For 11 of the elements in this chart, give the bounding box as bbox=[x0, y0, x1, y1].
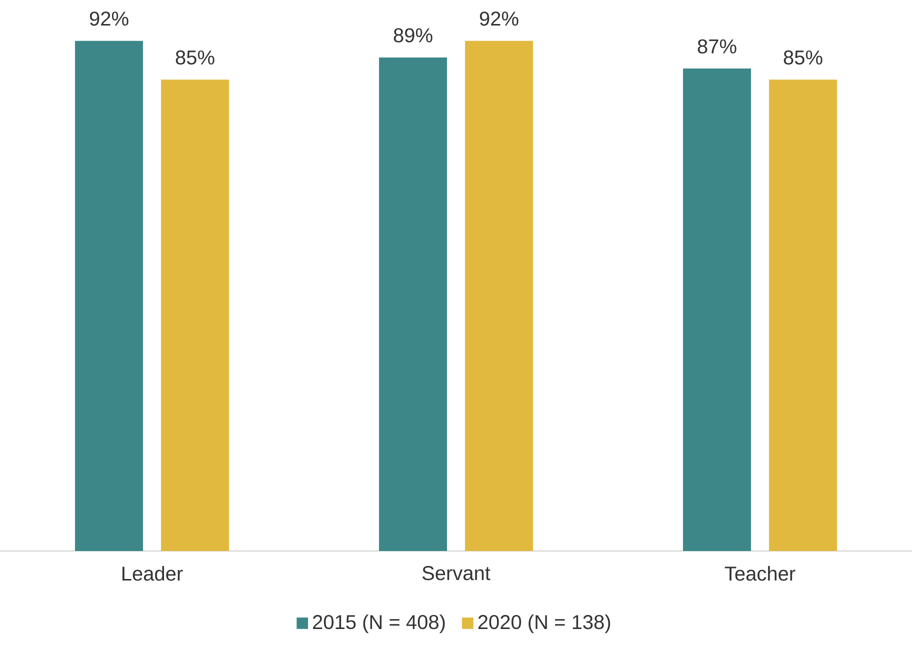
data-label: 89% bbox=[394, 28, 432, 42]
data-label: 87% bbox=[698, 39, 736, 54]
legend-label: 2015 (N = 408) bbox=[313, 614, 445, 634]
x-tick-label: Servant bbox=[422, 566, 490, 580]
data-label: 92% bbox=[480, 12, 518, 26]
x-tick-label: Teacher bbox=[724, 566, 796, 581]
data-label: 85% bbox=[784, 50, 822, 65]
legend-label: 2020 (N = 138) bbox=[478, 614, 610, 634]
x-tick-label: Leader bbox=[122, 566, 183, 581]
data-label: 85% bbox=[176, 50, 214, 65]
data-label: 92% bbox=[90, 12, 128, 26]
